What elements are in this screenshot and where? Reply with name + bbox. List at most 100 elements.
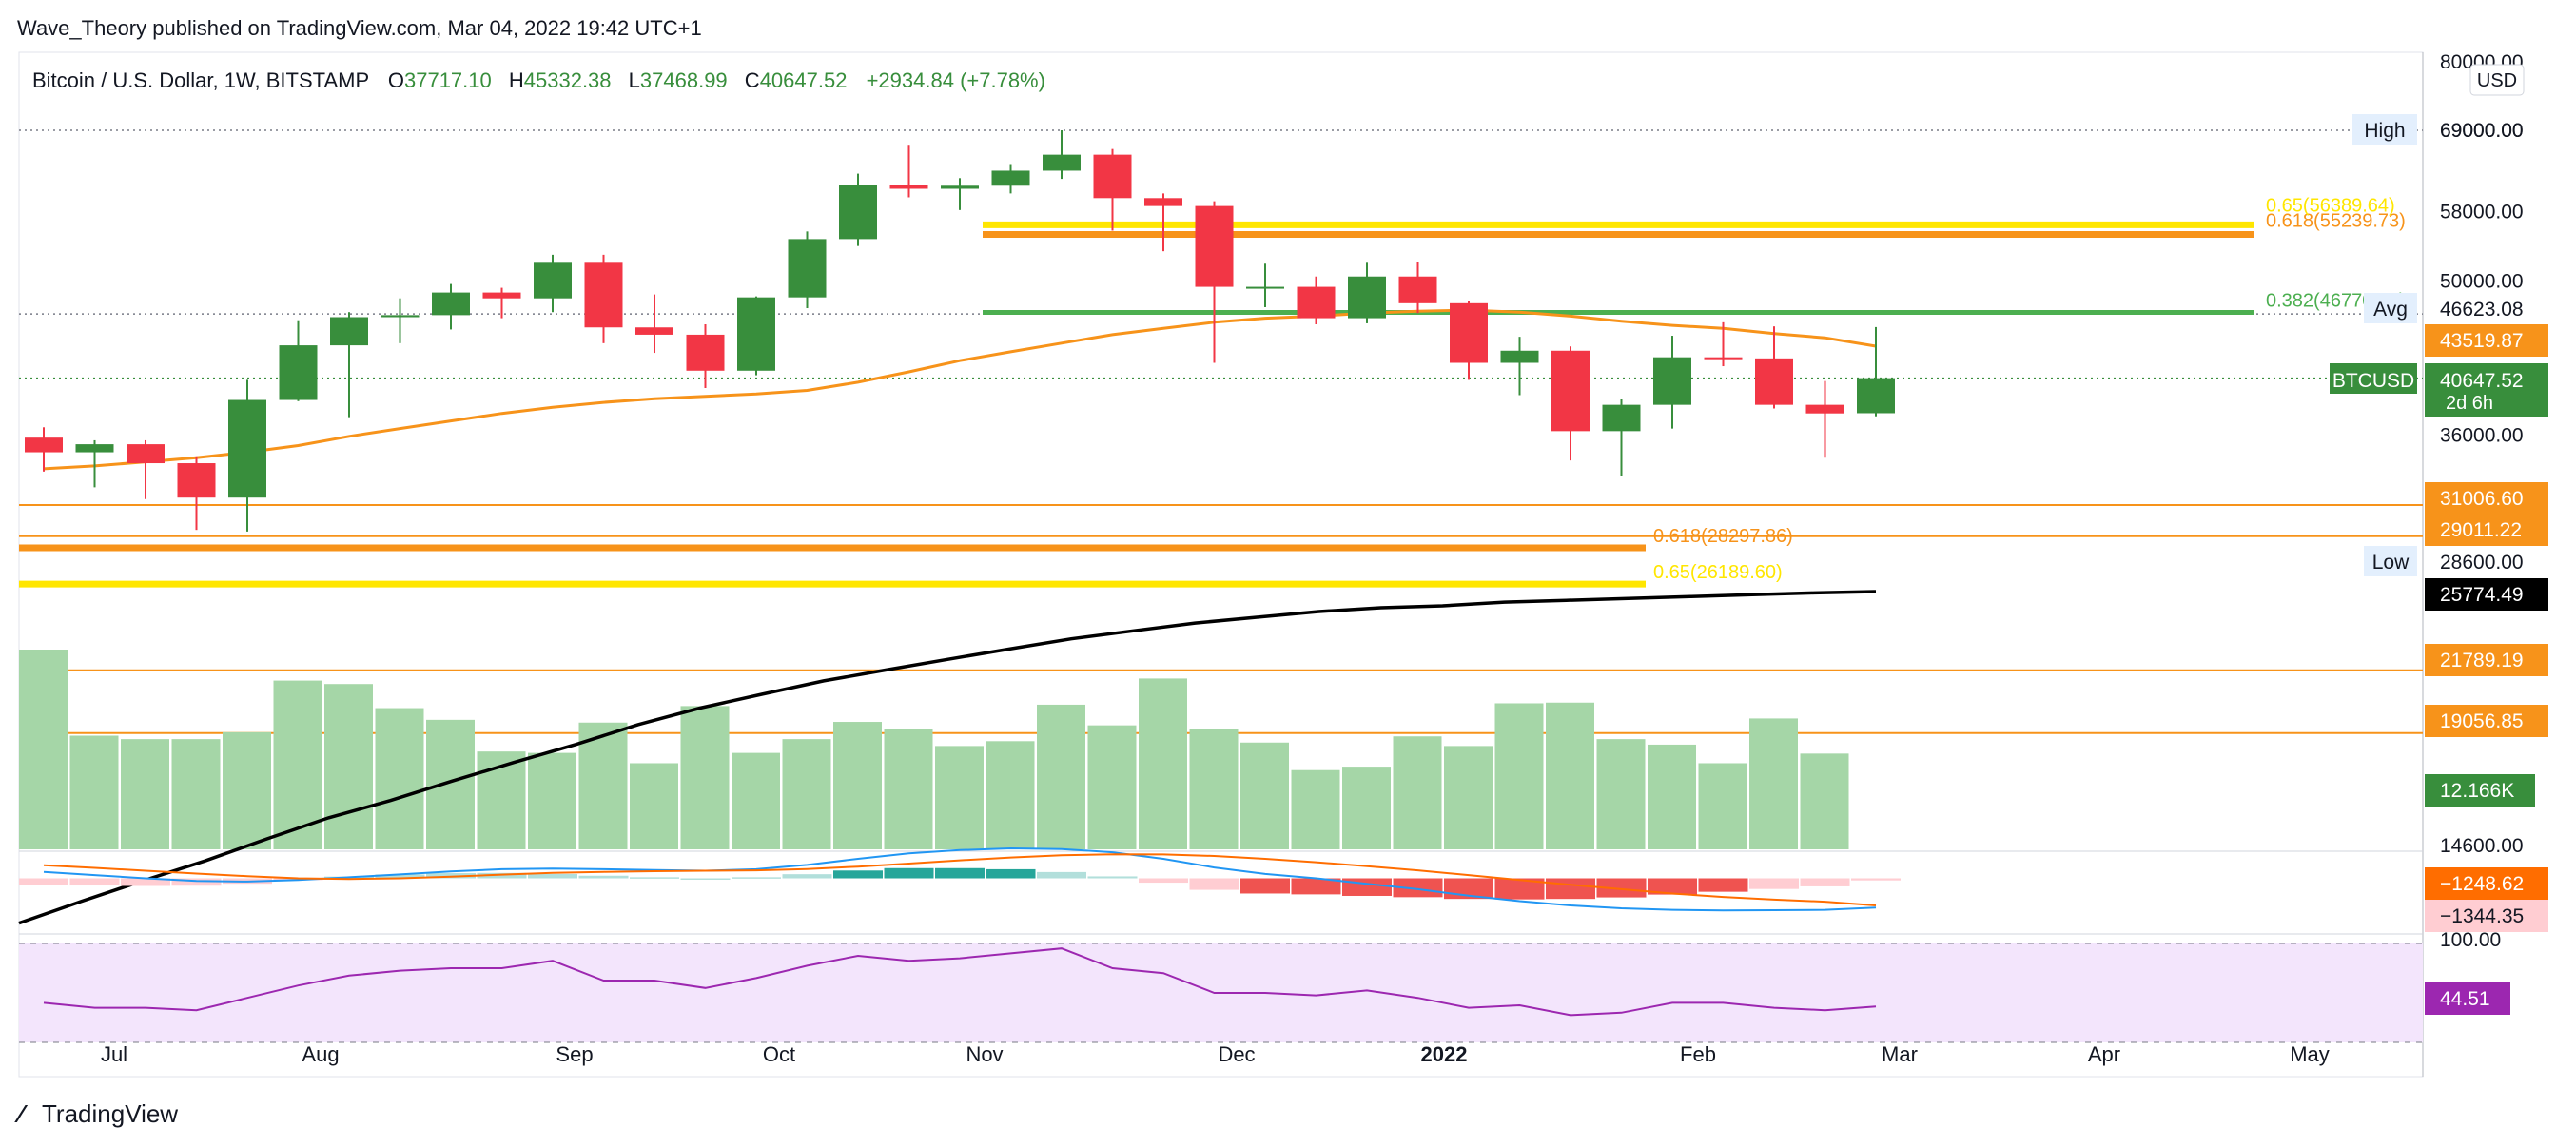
- symbol-name: Bitcoin / U.S. Dollar, 1W, BITSTAMP: [32, 68, 369, 92]
- price-tag-value: 69000.00: [2440, 120, 2524, 142]
- volume-bar: [1189, 729, 1239, 849]
- volume-bar: [1800, 753, 1849, 849]
- sma200-line: [18, 590, 1877, 925]
- volume-bar: [1087, 725, 1137, 849]
- price-tag-value: −1248.62: [2440, 873, 2524, 895]
- x-tick-label: Feb: [1680, 1042, 1716, 1066]
- price-tag-box: [2425, 514, 2548, 546]
- macd-histogram-bar: [1240, 878, 1290, 894]
- x-tick-label: Mar: [1882, 1042, 1918, 1066]
- volume-bar: [324, 684, 373, 849]
- plot-border: [18, 51, 2424, 1078]
- candle-body: [889, 185, 928, 189]
- macd-histogram-bar: [782, 874, 832, 879]
- candle-body: [788, 239, 827, 298]
- macd-histogram-bar: [19, 878, 68, 885]
- x-tick-label: May: [2290, 1042, 2330, 1066]
- high-value: 45332.38: [524, 68, 612, 92]
- candle-body: [1857, 378, 1895, 414]
- price-tag-value: −1344.35: [2440, 905, 2524, 927]
- candle-body: [941, 185, 979, 189]
- x-tick-label: Nov: [966, 1042, 1003, 1066]
- price-tag-box: [2425, 363, 2548, 417]
- volume-bar: [1291, 769, 1340, 849]
- volume-bar: [1139, 678, 1187, 849]
- volume-bar: [1240, 742, 1289, 849]
- price-line-label-box: [2364, 293, 2417, 323]
- price-tag-box: [2425, 867, 2548, 900]
- macd-histogram-bar: [375, 874, 425, 879]
- macd-histogram-bar: [121, 878, 170, 886]
- ema50-line: [43, 308, 1877, 471]
- volume-bar: [884, 729, 933, 849]
- volume-bar: [1444, 746, 1493, 849]
- volume-bar: [171, 739, 221, 849]
- candle-body: [330, 317, 368, 346]
- time-axis: Jul Aug Sep Oct Nov Dec 2022 Feb Mar Apr May: [101, 1042, 2330, 1066]
- volume-bar: [680, 706, 730, 849]
- price-line-label-box: [2330, 363, 2417, 394]
- volume-bar: [1494, 703, 1544, 849]
- volume-bar: [578, 722, 628, 849]
- volume-bar: [1546, 702, 1594, 849]
- macd-histogram-bar: [1698, 878, 1748, 892]
- candle-body: [1755, 358, 1793, 405]
- open-value: 37717.10: [404, 68, 492, 92]
- rsi-pane: [19, 943, 2423, 1043]
- macd-histogram-bar: [732, 877, 781, 879]
- y-tick-label: 69000.00: [2440, 120, 2524, 142]
- macd-histogram-bar: [986, 868, 1036, 879]
- macd-histogram-bar: [1494, 878, 1545, 900]
- volume-bar: [732, 752, 780, 849]
- volume-bar: [833, 722, 882, 849]
- macd-histogram-bar: [1546, 878, 1595, 900]
- x-tick-label: Aug: [302, 1042, 339, 1066]
- volume-bar: [121, 739, 169, 849]
- price-tag-value: 19056.85: [2440, 710, 2524, 732]
- price-tag-value: 46623.08: [2440, 299, 2524, 321]
- volume-bar: [986, 741, 1035, 849]
- candle-body: [1551, 350, 1590, 432]
- macd-histogram-bar: [1800, 878, 1850, 886]
- x-tick-label: Sep: [556, 1042, 593, 1066]
- moving-average-lines: [18, 308, 1877, 925]
- macd-histogram-bar: [630, 877, 679, 879]
- candle-body: [1398, 276, 1437, 303]
- price-tag-value: 40647.52: [2440, 370, 2524, 392]
- x-tick-label: Dec: [1218, 1042, 1255, 1066]
- price-tag-value: 100.00: [2440, 929, 2501, 951]
- macd-histogram-bar: [477, 872, 527, 879]
- price-line-label: High: [2364, 120, 2405, 142]
- tradingview-logo[interactable]: ⁄ TradingView: [14, 1099, 178, 1128]
- candle-body: [127, 444, 165, 464]
- candle-body: [1348, 276, 1386, 319]
- volume-bar: [782, 739, 831, 849]
- volume-bar: [1648, 744, 1696, 849]
- publisher-text: Wave_Theory published on TradingView.com…: [17, 16, 702, 40]
- candle-body: [381, 315, 420, 318]
- price-axis: 80000.0069000.0058000.0050000.0036000.00…: [2330, 51, 2548, 1015]
- volume-bar: [1596, 739, 1646, 849]
- macd-histogram-bar: [884, 867, 934, 879]
- candle-body: [1500, 350, 1539, 363]
- candle-body: [432, 292, 470, 316]
- macd-histogram-bar: [1291, 878, 1341, 895]
- currency-button[interactable]: USD: [2469, 64, 2525, 96]
- currency-label: USD: [2477, 70, 2517, 91]
- macd-histogram-bar: [1851, 878, 1901, 881]
- close-label: C: [745, 68, 760, 92]
- volume-bar: [426, 719, 475, 849]
- macd-line: [43, 846, 1877, 912]
- volume-bar: [19, 650, 68, 849]
- price-tag-box: [2425, 482, 2548, 515]
- volume-bar: [375, 708, 424, 849]
- volume-bar: [1037, 704, 1085, 849]
- candle-body: [228, 399, 266, 498]
- low-value: 37468.99: [640, 68, 728, 92]
- high-label: H: [509, 68, 524, 92]
- macd-histogram-bar: [1648, 878, 1697, 895]
- volume-bar: [223, 731, 271, 849]
- logo-mark-icon: ⁄: [14, 1099, 29, 1128]
- price-tag-value: 28600.00: [2440, 552, 2524, 574]
